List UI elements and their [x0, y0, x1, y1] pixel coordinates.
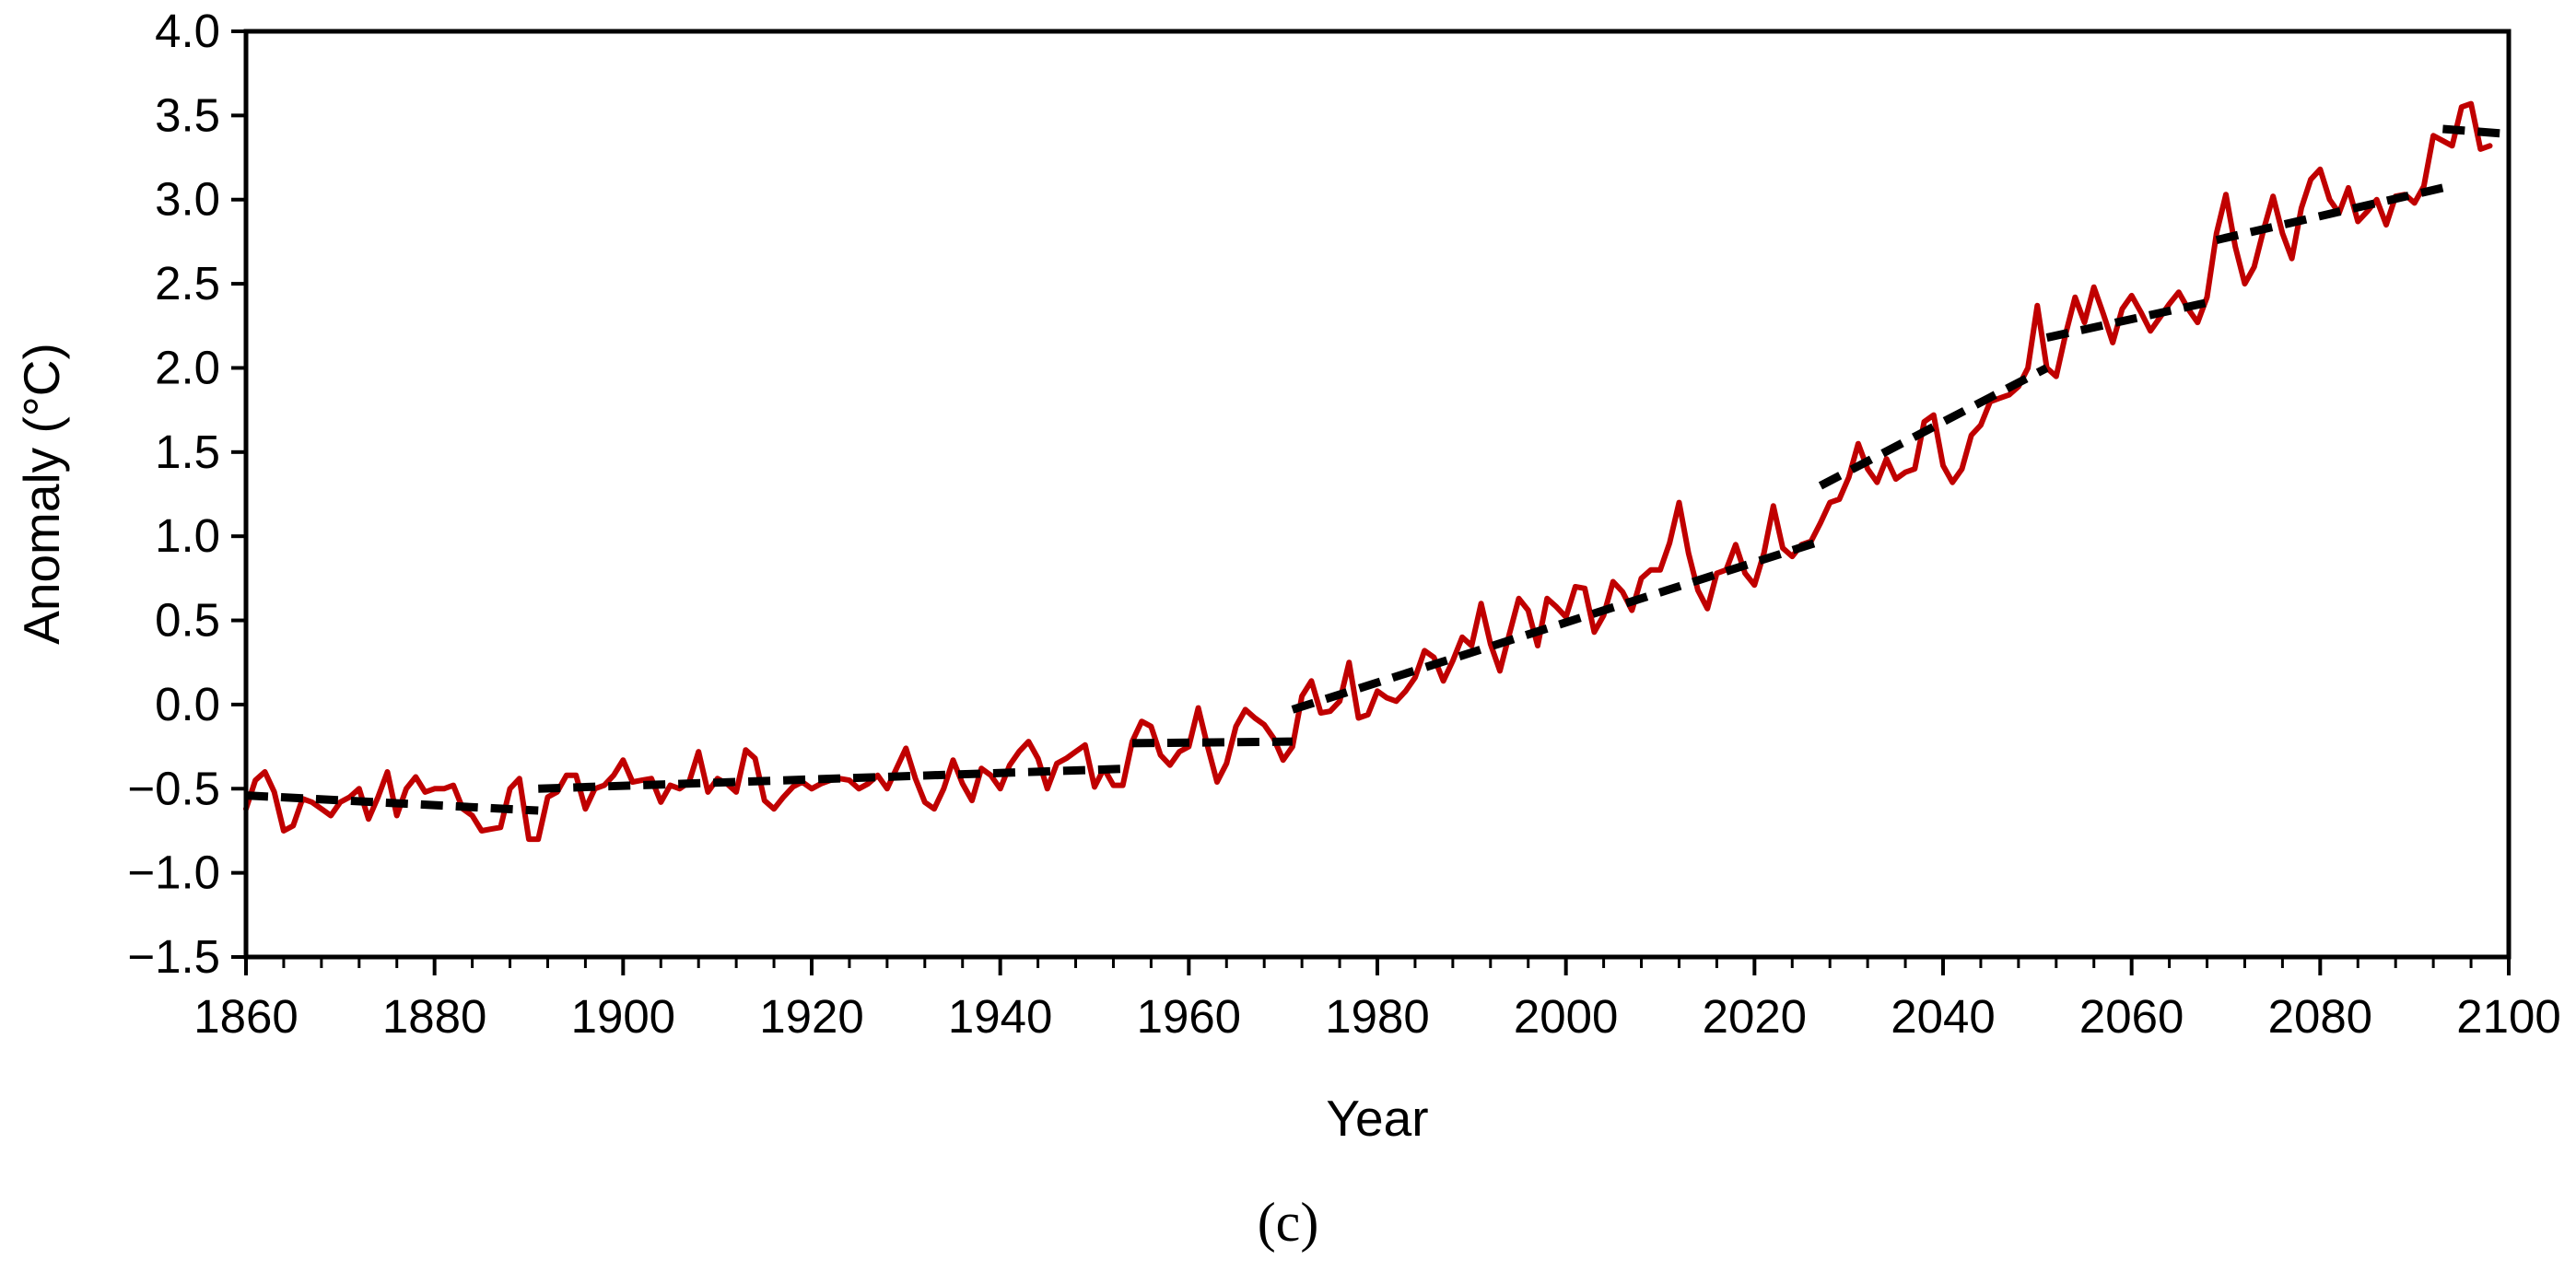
trend-segment-trend-7 [2215, 183, 2444, 244]
y-tick-label: 4.0 [155, 5, 220, 57]
trend-segment-trend-2 [538, 764, 1133, 793]
x-axis-ticks: 1860 1880 1900 1920 1940 1960 1980 2000 2020 2040… [193, 957, 2561, 1043]
y-tick-label: 3.0 [155, 173, 220, 226]
y-tick-label: 3.5 [155, 88, 220, 141]
y-tick-label: 0.5 [155, 594, 220, 647]
anomaly-series-line [243, 100, 2493, 843]
trend-segment-trend-5 [1818, 364, 2049, 490]
trend-lines [245, 124, 2510, 815]
y-tick-label: −1.0 [127, 846, 220, 899]
trend-segment-trend-4 [1291, 537, 1822, 714]
y-tick-label: 0.0 [155, 678, 220, 730]
trend-segment-trend-6 [2045, 296, 2218, 342]
y-tick-label: 1.5 [155, 426, 220, 478]
y-tick-label: 2.0 [155, 341, 220, 393]
x-tick-label: 1940 [948, 990, 1052, 1043]
trend-segment-trend-8 [2442, 124, 2510, 138]
y-axis-ticks: −1.5 −1.0 −0.5 0.0 0.5 1.0 1.5 2.0 2.5 3.0 3.5 4.0 [127, 5, 246, 983]
x-tick-label: 2100 [2456, 990, 2560, 1043]
trend-segment-trend-1 [245, 791, 539, 815]
x-tick-label: 1920 [759, 990, 863, 1043]
x-tick-label: 1880 [382, 990, 486, 1043]
x-tick-label: 1900 [571, 990, 675, 1043]
x-tick-label: 1960 [1137, 990, 1241, 1043]
x-tick-label: 1860 [193, 990, 298, 1043]
y-axis-title: Anomaly (°C) [13, 343, 70, 645]
x-tick-label: 2000 [1514, 990, 1618, 1043]
x-tick-label: 2040 [1891, 990, 1995, 1043]
x-tick-label: 2020 [1703, 990, 1807, 1043]
y-tick-label: −0.5 [127, 762, 220, 814]
x-tick-label: 2080 [2268, 990, 2372, 1043]
y-tick-label: 1.0 [155, 509, 220, 562]
y-tick-label: −1.5 [127, 930, 220, 983]
x-tick-label: 1980 [1325, 990, 1429, 1043]
plot-area-frame [243, 29, 2512, 960]
x-axis-title: Year [1326, 1090, 1428, 1147]
y-tick-label: 2.5 [155, 257, 220, 309]
figure-caption: (c) [1258, 1192, 1319, 1253]
x-tick-label: 2060 [2079, 990, 2184, 1043]
trend-segment-trend-3 [1131, 737, 1293, 748]
